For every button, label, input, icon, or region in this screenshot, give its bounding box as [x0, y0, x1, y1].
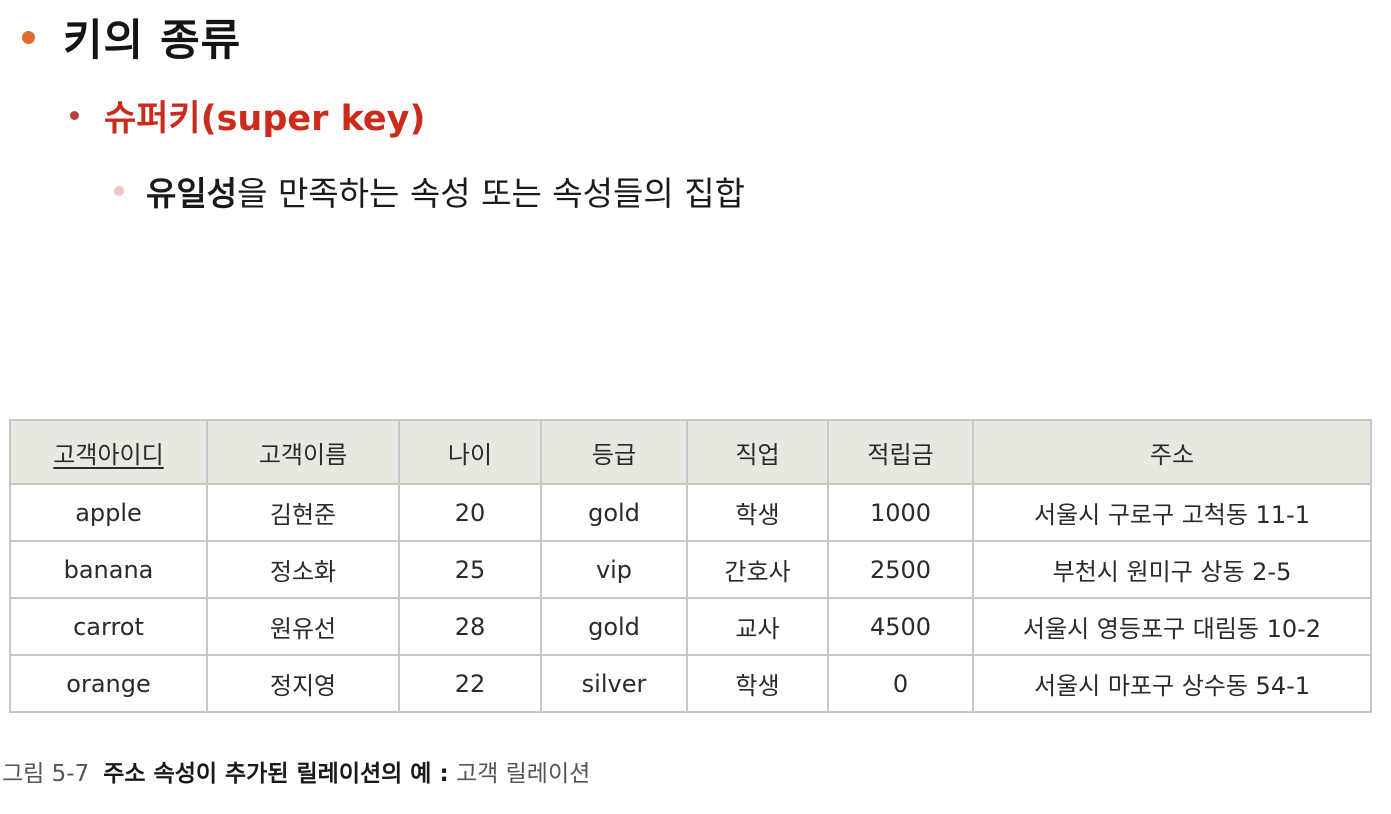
- header-grade: 등급: [540, 419, 688, 485]
- table-row: carrot 원유선 28 gold 교사 4500 서울시 영등포구 대림동 …: [9, 597, 1372, 656]
- header-points: 적립금: [827, 419, 974, 485]
- cell-points: 1000: [827, 483, 974, 542]
- header-job: 직업: [686, 419, 829, 485]
- cell-points: 2500: [827, 540, 974, 599]
- customer-relation-table: 고객아이디 고객이름 나이 등급 직업 적립금 주소 apple 김현준 20 …: [9, 419, 1372, 713]
- definition-rest: 을 만족하는 속성 또는 속성들의 집합: [237, 174, 745, 213]
- cell-customer-name: 김현준: [206, 483, 400, 542]
- cell-age: 22: [398, 654, 542, 713]
- cell-points: 0: [827, 654, 974, 713]
- table-header-row: 고객아이디 고객이름 나이 등급 직업 적립금 주소: [9, 419, 1372, 485]
- heading-key-types: 키의 종류: [63, 16, 242, 66]
- cell-points: 4500: [827, 597, 974, 656]
- cell-grade: gold: [540, 597, 688, 656]
- header-customer-name: 고객이름: [206, 419, 400, 485]
- cell-job: 학생: [686, 483, 829, 542]
- cell-grade: silver: [540, 654, 688, 713]
- cell-job: 간호사: [686, 540, 829, 599]
- caption-title: 주소 속성이 추가된 릴레이션의 예 :: [103, 761, 449, 787]
- definition-text: 유일성을 만족하는 속성 또는 속성들의 집합: [146, 167, 745, 215]
- cell-age: 25: [398, 540, 542, 599]
- caption-subject: 고객 릴레이션: [456, 761, 591, 787]
- table-row: apple 김현준 20 gold 학생 1000 서울시 구로구 고척동 11…: [9, 483, 1372, 542]
- heading-level2: 슈퍼키(super key): [70, 90, 425, 140]
- heading-level1: 키의 종류: [22, 8, 241, 66]
- header-age: 나이: [398, 419, 542, 485]
- table-row: orange 정지영 22 silver 학생 0 서울시 마포구 상수동 54…: [9, 654, 1372, 713]
- table-row: banana 정소화 25 vip 간호사 2500 부천시 원미구 상동 2-…: [9, 540, 1372, 599]
- cell-address: 부천시 원미구 상동 2-5: [972, 540, 1372, 599]
- cell-address: 서울시 구로구 고척동 11-1: [972, 483, 1372, 542]
- cell-customer-name: 원유선: [206, 597, 400, 656]
- cell-customer-id: orange: [9, 654, 208, 713]
- cell-customer-name: 정지영: [206, 654, 400, 713]
- orange-bullet-icon: [22, 30, 35, 44]
- cell-age: 20: [398, 483, 542, 542]
- definition-strong: 유일성: [146, 174, 238, 213]
- heading-super-key: 슈퍼키(super key): [104, 98, 426, 139]
- cell-grade: gold: [540, 483, 688, 542]
- cell-customer-id: apple: [9, 483, 208, 542]
- cell-customer-name: 정소화: [206, 540, 400, 599]
- caption-label: 그림 5-7: [2, 761, 90, 787]
- cell-job: 교사: [686, 597, 829, 656]
- header-customer-id: 고객아이디: [9, 419, 208, 485]
- figure-caption: 그림 5-7 주소 속성이 추가된 릴레이션의 예 : 고객 릴레이션: [2, 754, 590, 788]
- definition-line: 유일성을 만족하는 속성 또는 속성들의 집합: [114, 168, 745, 214]
- cell-job: 학생: [686, 654, 829, 713]
- cell-customer-id: banana: [9, 540, 208, 599]
- cell-address: 서울시 마포구 상수동 54-1: [972, 654, 1372, 713]
- cell-age: 28: [398, 597, 542, 656]
- red-bullet-icon: [70, 110, 79, 120]
- header-address: 주소: [972, 419, 1372, 485]
- pink-bullet-icon: [114, 186, 124, 196]
- cell-grade: vip: [540, 540, 688, 599]
- cell-customer-id: carrot: [9, 597, 208, 656]
- cell-address: 서울시 영등포구 대림동 10-2: [972, 597, 1372, 656]
